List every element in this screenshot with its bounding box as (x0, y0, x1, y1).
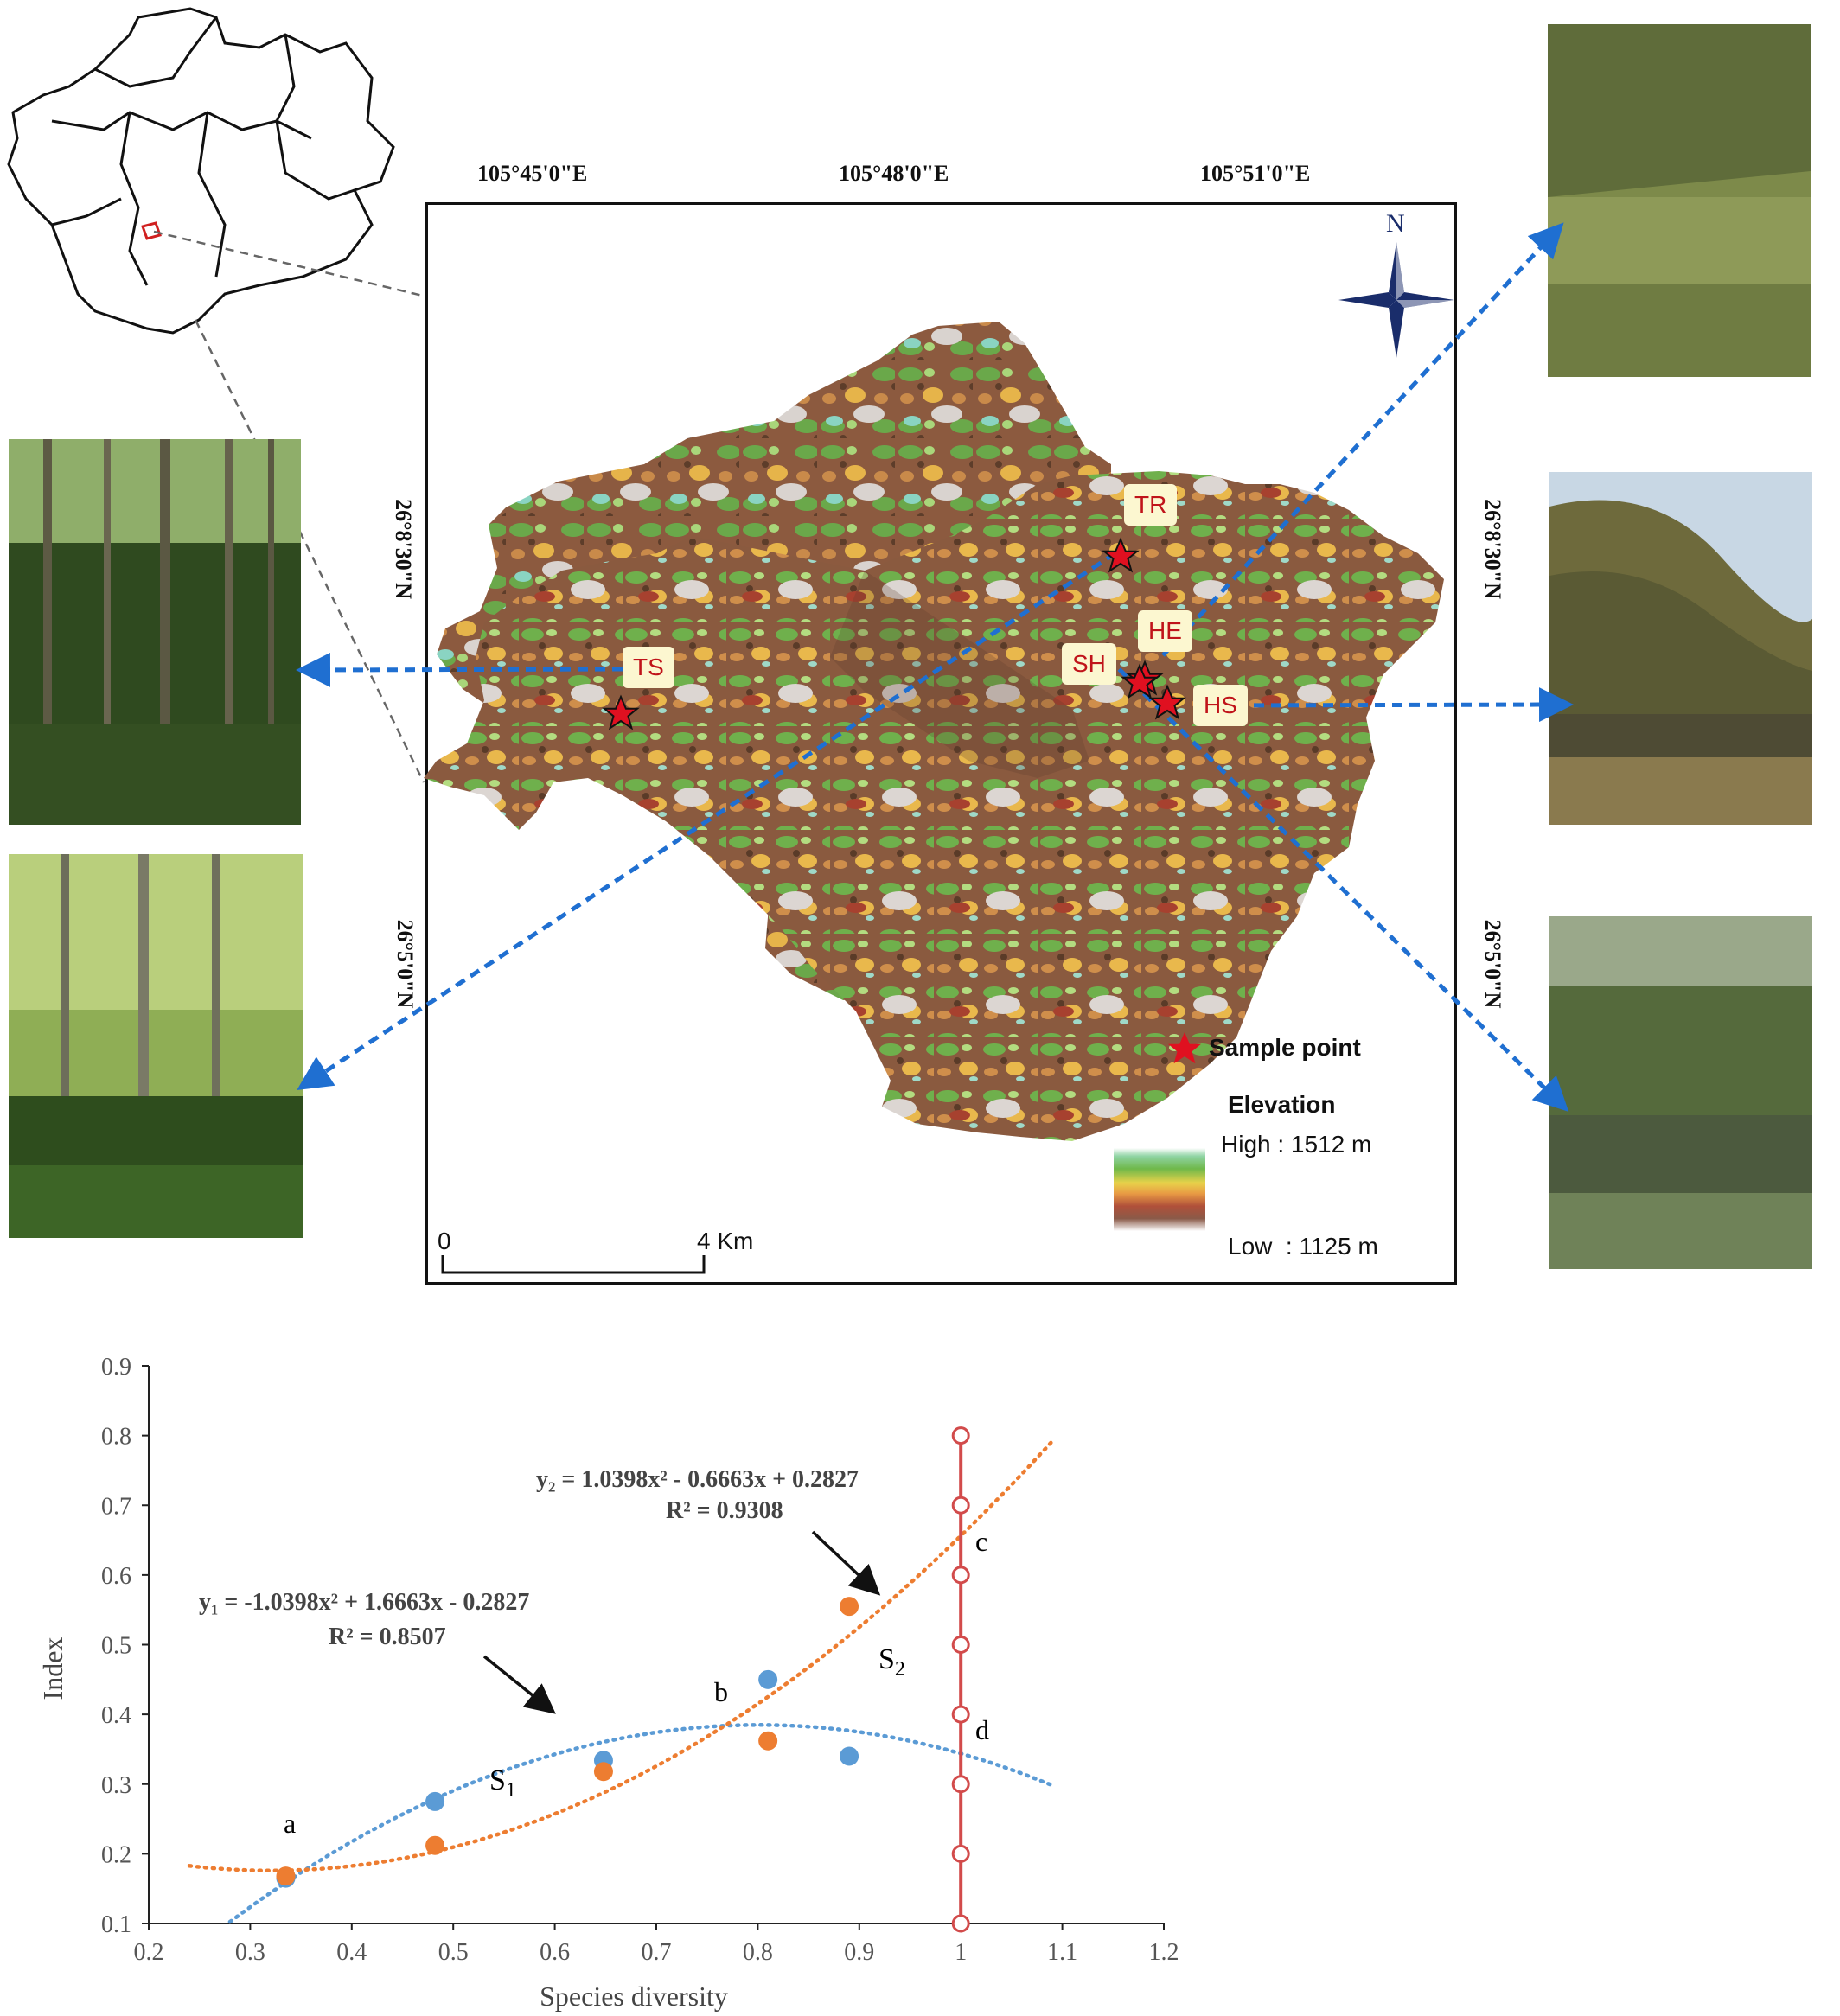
area-label-s1-sub: 1 (506, 1779, 516, 1802)
equation-y2: y₂ = 1.0398x² - 0.6663x + 0.2827 (536, 1466, 859, 1493)
x-tick-label: 0.7 (642, 1939, 672, 1966)
chart-axes: 0.2 0.3 0.4 0.5 0.6 0.7 0.8 0.9 1 1.1 1.20.10.20.3… (101, 1354, 1179, 1966)
elevation-color-ramp (1114, 1148, 1205, 1231)
area-label-s1: S1 (489, 1764, 516, 1802)
legend-sample-point: Sample point (1209, 1034, 1361, 1061)
site-photo-arrows (296, 222, 1574, 1113)
x-tick-label: 0.8 (743, 1939, 773, 1966)
vertical-line-marker (951, 1496, 970, 1515)
fit-curve-2 (187, 1439, 1055, 1873)
x-tick-label: 0.5 (438, 1939, 469, 1966)
top-coord-1: 105°45'0"E (477, 161, 588, 186)
photo-forest-tall (9, 439, 301, 825)
y-tick-label: 0.5 (101, 1633, 131, 1660)
north-label: N (1386, 209, 1405, 238)
locator-inset-map (7, 7, 395, 335)
vertical-line-marker (951, 1775, 970, 1794)
point-label-d: d (975, 1714, 989, 1745)
vertical-reference-line (951, 1426, 970, 1933)
star-ts (604, 696, 638, 730)
data-point-series-2 (840, 1597, 859, 1617)
data-point-series-2 (276, 1866, 296, 1886)
north-arrow-icon (1338, 242, 1454, 358)
data-point-series-2 (425, 1835, 445, 1855)
star-hs (1150, 686, 1185, 719)
data-point-series-1 (425, 1791, 445, 1811)
diversity-index-chart: 0.2 0.3 0.4 0.5 0.6 0.7 0.8 0.9 1 1.1 1.2 0.1 0.2 0.3… (0, 1331, 1228, 2012)
data-points (276, 1597, 859, 1888)
x-tick-label: 0.4 (336, 1939, 367, 1966)
area-label-s1-base: S (489, 1764, 506, 1796)
vertical-line-marker (951, 1426, 970, 1445)
equation-y1: y₁ = -1.0398x² + 1.6663x - 0.2827 (199, 1589, 529, 1616)
legend-elevation-title: Elevation (1228, 1091, 1336, 1118)
x-tick-label: 0.6 (540, 1939, 570, 1966)
scale-bar (441, 1255, 706, 1274)
data-point-series-2 (758, 1731, 778, 1751)
area-label-s2: S2 (878, 1643, 905, 1681)
point-label-a: a (284, 1808, 296, 1839)
fit-curves (187, 1439, 1055, 1924)
vertical-line-marker (951, 1914, 970, 1933)
x-tick-label: 1.1 (1047, 1939, 1077, 1966)
x-tick-label: 1.2 (1149, 1939, 1179, 1966)
site-label-ts: TS (623, 647, 674, 688)
vertical-line-marker (951, 1844, 970, 1863)
star-sh (1122, 665, 1157, 699)
legend-high: High : 1512 m (1221, 1131, 1372, 1158)
r2-y1: R² = 0.8507 (329, 1624, 446, 1650)
top-coord-3: 105°51'0"E (1200, 161, 1311, 186)
y-tick-label: 0.4 (101, 1702, 131, 1729)
sample-point-stars (604, 539, 1201, 1064)
x-axis-label: Species diversity (540, 1981, 728, 2012)
photo-forest-canopy (9, 854, 303, 1238)
area-label-s2-base: S (878, 1643, 895, 1675)
y-tick-label: 0.7 (101, 1493, 131, 1520)
vertical-line-marker (951, 1566, 970, 1585)
legend-low: Low : 1125 m (1228, 1233, 1378, 1260)
y-axis-label: Index (37, 1637, 68, 1700)
data-point-series-1 (840, 1746, 859, 1766)
site-label-he: HE (1138, 610, 1192, 652)
site-label-tr: TR (1124, 484, 1178, 526)
photo-grassland-hill (1548, 24, 1811, 377)
scale-end: 4 Km (697, 1228, 754, 1254)
y-tick-label: 0.9 (101, 1354, 131, 1381)
scale-zero: 0 (438, 1228, 451, 1254)
data-point-series-2 (593, 1762, 613, 1782)
y-tick-label: 0.2 (101, 1841, 131, 1868)
arrow-to-fit-y1 (482, 1655, 556, 1714)
site-label-hs: HS (1193, 685, 1248, 726)
y-tick-label: 0.3 (101, 1772, 131, 1799)
data-point-series-1 (758, 1669, 778, 1689)
fit-curve-1 (227, 1723, 1055, 1924)
x-tick-label: 1 (955, 1939, 967, 1966)
site-label-sh: SH (1062, 643, 1116, 685)
x-tick-label: 0.2 (134, 1939, 164, 1966)
point-label-c: c (975, 1526, 987, 1557)
x-tick-label: 0.9 (844, 1939, 874, 1966)
r2-y2: R² = 0.9308 (666, 1497, 783, 1524)
y-tick-label: 0.1 (101, 1911, 131, 1938)
area-label-s2-sub: 2 (895, 1658, 905, 1681)
legend-star (1168, 1032, 1201, 1064)
y-tick-label: 0.6 (101, 1563, 131, 1590)
y-tick-label: 0.8 (101, 1424, 131, 1451)
photo-shrub-thicket (1549, 916, 1812, 1269)
arrow-to-fit-y2 (811, 1530, 881, 1596)
photo-shrub-hill (1549, 472, 1812, 825)
vertical-line-marker (951, 1636, 970, 1654)
top-coord-2: 105°48'0"E (839, 161, 949, 186)
vertical-line-marker (951, 1705, 970, 1724)
star-tr (1103, 539, 1138, 572)
point-label-b: b (714, 1676, 728, 1707)
chart-svg: 0.2 0.3 0.4 0.5 0.6 0.7 0.8 0.9 1 1.1 1.20.10.20.3… (37, 1354, 1179, 2012)
x-tick-label: 0.3 (235, 1939, 265, 1966)
